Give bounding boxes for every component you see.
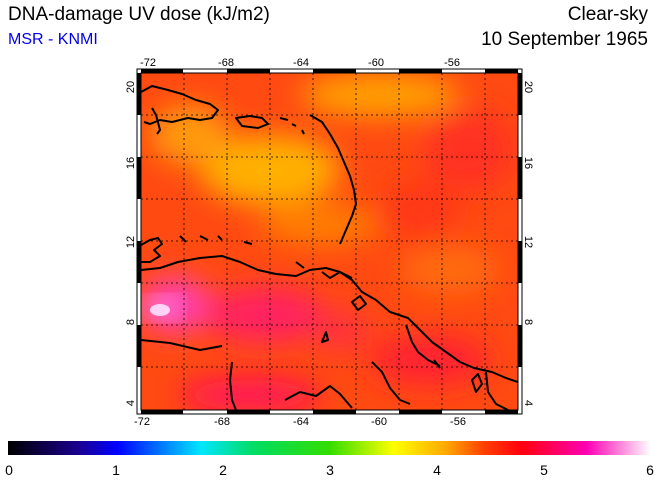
lon-tick-bottom: -68 (214, 416, 230, 428)
lat-tick-left: 4 (125, 400, 137, 406)
lon-tick-bottom: -64 (293, 416, 309, 428)
lat-ticks-right: 20 16 12 8 4 (522, 81, 534, 406)
lat-tick-right: 4 (522, 400, 534, 406)
lat-ticks-left: 20 16 12 8 4 (125, 81, 137, 406)
lat-tick-right: 12 (522, 236, 534, 248)
lat-tick-left: 12 (125, 236, 137, 248)
lon-tick-top: -56 (444, 57, 460, 69)
lon-tick-top: -60 (368, 57, 384, 69)
sky-condition: Clear-sky (567, 4, 648, 25)
lon-tick-top: -72 (140, 57, 156, 69)
lon-tick-bottom: -72 (134, 416, 150, 428)
colorbar-label: 1 (112, 462, 120, 478)
colorbar-label: 0 (5, 462, 13, 478)
lat-tick-left: 16 (125, 157, 137, 169)
lat-tick-right: 8 (522, 319, 534, 325)
colorbar-label: 3 (326, 462, 334, 478)
lon-tick-bottom: -60 (371, 416, 387, 428)
map-date: 10 September 1965 (481, 29, 648, 50)
lat-tick-right: 20 (522, 81, 534, 93)
colorbar-label: 2 (219, 462, 227, 478)
lon-ticks-bottom: -72 -68 -64 -60 -56 (134, 416, 466, 428)
map-title: DNA-damage UV dose (kJ/m2) (8, 4, 270, 25)
colorbar: 0 1 2 3 4 5 6 (5, 441, 654, 478)
uv-dose-field (141, 73, 518, 410)
lon-tick-top: -64 (293, 57, 309, 69)
colorbar-label: 4 (433, 462, 441, 478)
lon-ticks-top: -72 -68 -64 -60 -56 (140, 57, 460, 69)
lat-tick-left: 20 (125, 81, 137, 93)
colorbar-gradient (8, 441, 651, 455)
colorbar-label: 5 (540, 462, 548, 478)
map-frame (136, 68, 523, 415)
lat-tick-left: 8 (125, 319, 137, 325)
lon-tick-bottom: -56 (450, 416, 466, 428)
colorbar-label: 6 (646, 462, 654, 478)
coastlines (141, 85, 518, 410)
map-subtitle: MSR - KNMI (8, 31, 98, 48)
lat-tick-right: 16 (522, 157, 534, 169)
gridlines (141, 73, 518, 410)
lon-tick-top: -68 (218, 57, 234, 69)
